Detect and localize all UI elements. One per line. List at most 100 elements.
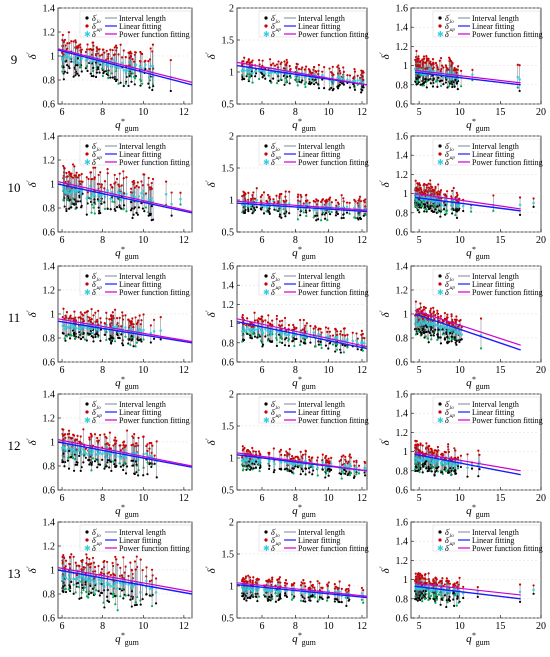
point-up <box>88 436 91 439</box>
point-lo <box>149 341 152 344</box>
point-up <box>417 55 420 58</box>
point-up <box>261 320 265 323</box>
point-lo <box>303 83 306 86</box>
point-up <box>356 202 359 205</box>
point-lo <box>275 81 279 85</box>
legend-line-label: Interval length <box>119 14 166 23</box>
point-mid <box>255 198 259 202</box>
point-up <box>277 200 280 203</box>
point-lo <box>108 459 111 462</box>
point-mid <box>118 455 121 458</box>
point-up <box>74 39 77 42</box>
point-lo <box>106 461 109 464</box>
point-up <box>132 183 135 186</box>
point-up <box>446 313 449 316</box>
point-lo <box>125 210 128 213</box>
point-lo <box>110 469 113 472</box>
point-lo <box>118 336 121 340</box>
point-up <box>434 313 437 317</box>
point-lo <box>81 192 84 195</box>
legend-marker-star: ✱ <box>263 30 270 39</box>
point-up <box>422 55 426 58</box>
point-up <box>92 44 95 47</box>
point-lo <box>460 85 463 88</box>
point-lo <box>446 335 449 338</box>
y-tick-label: 2 <box>229 4 234 15</box>
point-up <box>293 327 296 331</box>
point-lo <box>445 212 448 215</box>
point-lo <box>105 465 108 468</box>
point-up <box>104 435 107 438</box>
point-up <box>345 201 349 204</box>
point-up <box>431 58 435 61</box>
x-tick-label: 12 <box>179 235 189 246</box>
point-up <box>326 330 329 333</box>
point-up <box>438 59 441 62</box>
y-axis-label: δ′ <box>204 310 218 317</box>
point-up <box>287 323 291 327</box>
legend-symbol: δ′ <box>445 288 451 297</box>
point-lo <box>118 462 121 465</box>
point-up <box>356 74 359 77</box>
legend-symbol-base: δ <box>92 150 96 159</box>
point-mid <box>109 453 113 457</box>
point-lo <box>260 339 263 342</box>
point-lo <box>518 213 522 216</box>
point-up <box>71 433 75 436</box>
point-mid <box>424 320 428 323</box>
point-up <box>98 54 102 57</box>
point-up <box>448 58 452 61</box>
point-up <box>255 187 258 190</box>
point-up <box>425 59 429 62</box>
point-up <box>153 454 156 457</box>
y-tick-label: 0.8 <box>396 208 409 219</box>
point-lo <box>136 337 139 341</box>
point-lo <box>518 89 521 93</box>
legend-symbol-sub: lo <box>97 20 101 25</box>
legend-symbol-sup: ′ <box>275 31 277 36</box>
x-tick-label: 5 <box>417 365 422 376</box>
point-up <box>146 449 149 453</box>
point-lo <box>415 77 418 80</box>
legend-symbol-base: δ <box>92 280 96 289</box>
point-up <box>286 61 289 64</box>
point-mid <box>150 197 154 200</box>
point-mid <box>79 326 83 330</box>
point-up <box>427 315 430 318</box>
point-lo <box>169 89 172 93</box>
point-lo <box>268 211 271 214</box>
point-lo <box>295 78 298 81</box>
legend-marker-star: ✱ <box>437 158 444 167</box>
point-lo <box>65 209 68 213</box>
point-lo <box>136 213 139 216</box>
power-fit-line <box>237 200 367 211</box>
point-mid <box>439 326 442 330</box>
point-up <box>250 325 254 328</box>
point-lo <box>323 86 326 90</box>
point-lo <box>334 342 337 345</box>
point-mid <box>144 63 147 67</box>
point-mid <box>106 456 109 459</box>
point-up <box>113 173 116 177</box>
point-lo <box>257 77 261 81</box>
point-up <box>76 176 80 179</box>
y-tick-label: 1.2 <box>396 170 409 181</box>
legend-symbol-base: δ <box>92 30 96 39</box>
point-mid <box>333 336 337 340</box>
point-lo <box>127 338 130 341</box>
point-up <box>456 325 460 328</box>
y-tick-label: 1.6 <box>222 262 235 273</box>
point-lo <box>107 69 110 72</box>
point-lo <box>61 65 64 68</box>
point-up <box>91 322 94 325</box>
point-up <box>430 190 433 193</box>
point-up <box>330 201 333 204</box>
point-lo <box>93 460 97 463</box>
point-up <box>339 72 342 75</box>
point-lo <box>151 83 155 86</box>
scatter-group <box>237 187 367 222</box>
point-mid <box>432 322 436 325</box>
point-lo <box>114 209 117 212</box>
point-lo <box>432 334 435 337</box>
point-lo <box>111 76 114 79</box>
